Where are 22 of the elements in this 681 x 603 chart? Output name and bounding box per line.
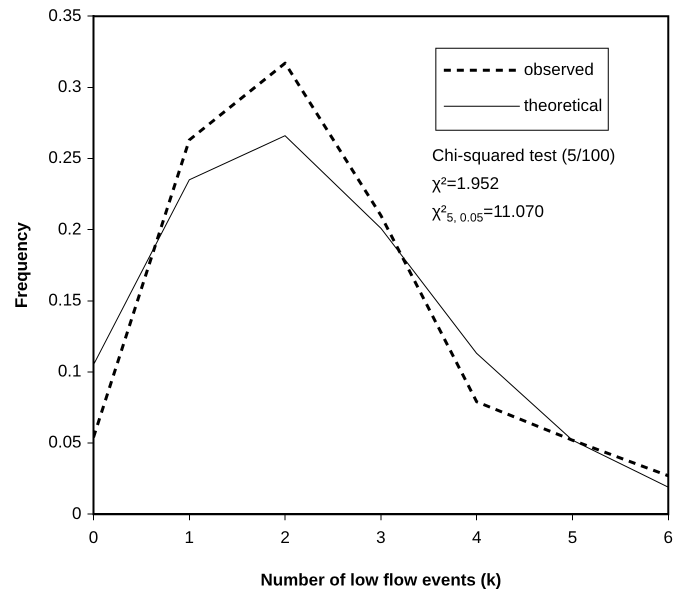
x-tick-label: 2 — [280, 528, 290, 548]
annotation: χ²$_{5, 0.05}$=11.070 — [432, 201, 545, 226]
legend-label: observed — [524, 60, 594, 79]
legend-label: theoretical — [524, 96, 602, 115]
y-tick-label: 0.05 — [48, 432, 82, 452]
x-tick-label: 3 — [376, 528, 386, 548]
y-axis-title: Frequency — [12, 222, 31, 308]
y-tick-label: 0 — [72, 504, 82, 523]
y-tick-label: 0.35 — [48, 6, 82, 25]
annotation: Chi-squared test (5/100) — [432, 145, 616, 167]
x-tick-label: 1 — [184, 528, 194, 548]
y-tick-label: 0.3 — [58, 77, 82, 96]
x-tick-label: 4 — [472, 528, 482, 548]
x-tick-label: 5 — [568, 528, 578, 548]
y-tick-label: 0.25 — [48, 148, 82, 168]
x-tick-label: 0 — [88, 528, 98, 548]
x-axis-title: Number of low flow events (k) — [260, 570, 502, 590]
y-tick-label: 0.2 — [58, 219, 82, 238]
x-tick-label: 6 — [664, 528, 674, 548]
y-tick-label: 0.15 — [48, 290, 82, 310]
annotation: χ²=1.952 — [432, 173, 500, 195]
y-tick-label: 0.1 — [58, 362, 82, 381]
